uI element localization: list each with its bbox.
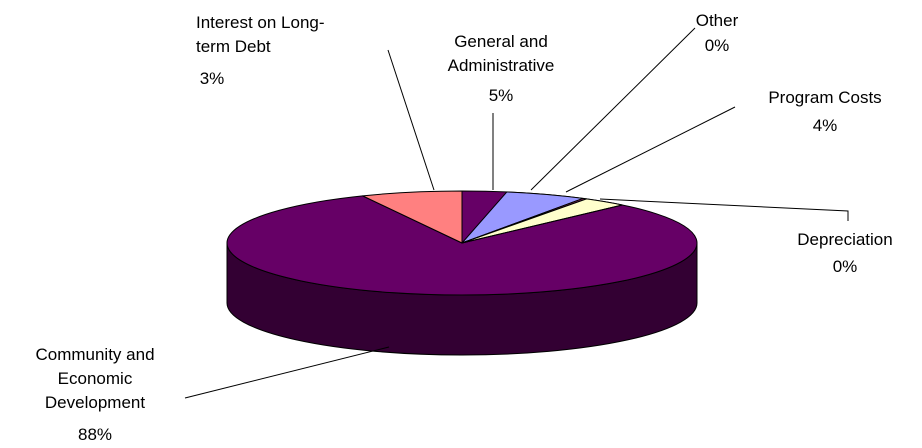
- pie-top-layer: [226, 190, 698, 296]
- slice-label-6-line-1: Depreciation: [797, 230, 892, 249]
- slice-percent-3: 5%: [489, 86, 514, 105]
- slice-label-5-line-1: Program Costs: [768, 88, 881, 107]
- slice-label-1-line-1: Community and: [35, 345, 154, 364]
- slice-label-1-line-2: Economic: [58, 369, 133, 388]
- slice-percent-5: 4%: [813, 116, 838, 135]
- pie-slice-interest-on-long-term-debt: [362, 190, 463, 244]
- leader-line-1: [184, 346, 390, 399]
- slice-labels: Community and Economic Development 88% Inter…: [35, 11, 892, 444]
- slice-label-1-line-3: Development: [45, 393, 145, 412]
- leader-line-6: [599, 198, 849, 221]
- slice-percent-2: 3%: [200, 69, 225, 88]
- slice-percent-1: 88%: [78, 425, 112, 444]
- slice-label-3-line-2: Administrative: [448, 56, 555, 75]
- slice-percent-4: 0%: [705, 36, 730, 55]
- slice-percent-6: 0%: [833, 257, 858, 276]
- slice-label-2-line-1: Interest on Long-: [196, 13, 325, 32]
- leader-line-4: [530, 27, 696, 191]
- slice-label-2-line-2: term Debt: [196, 37, 271, 56]
- leader-lines: [184, 27, 849, 399]
- pie-slice-depreciation: [461, 204, 623, 244]
- leader-line-5: [565, 106, 736, 193]
- slice-label-4-line-1: Other: [696, 11, 739, 30]
- leader-line-2: [387, 49, 435, 191]
- slice-label-3-line-1: General and: [454, 32, 548, 51]
